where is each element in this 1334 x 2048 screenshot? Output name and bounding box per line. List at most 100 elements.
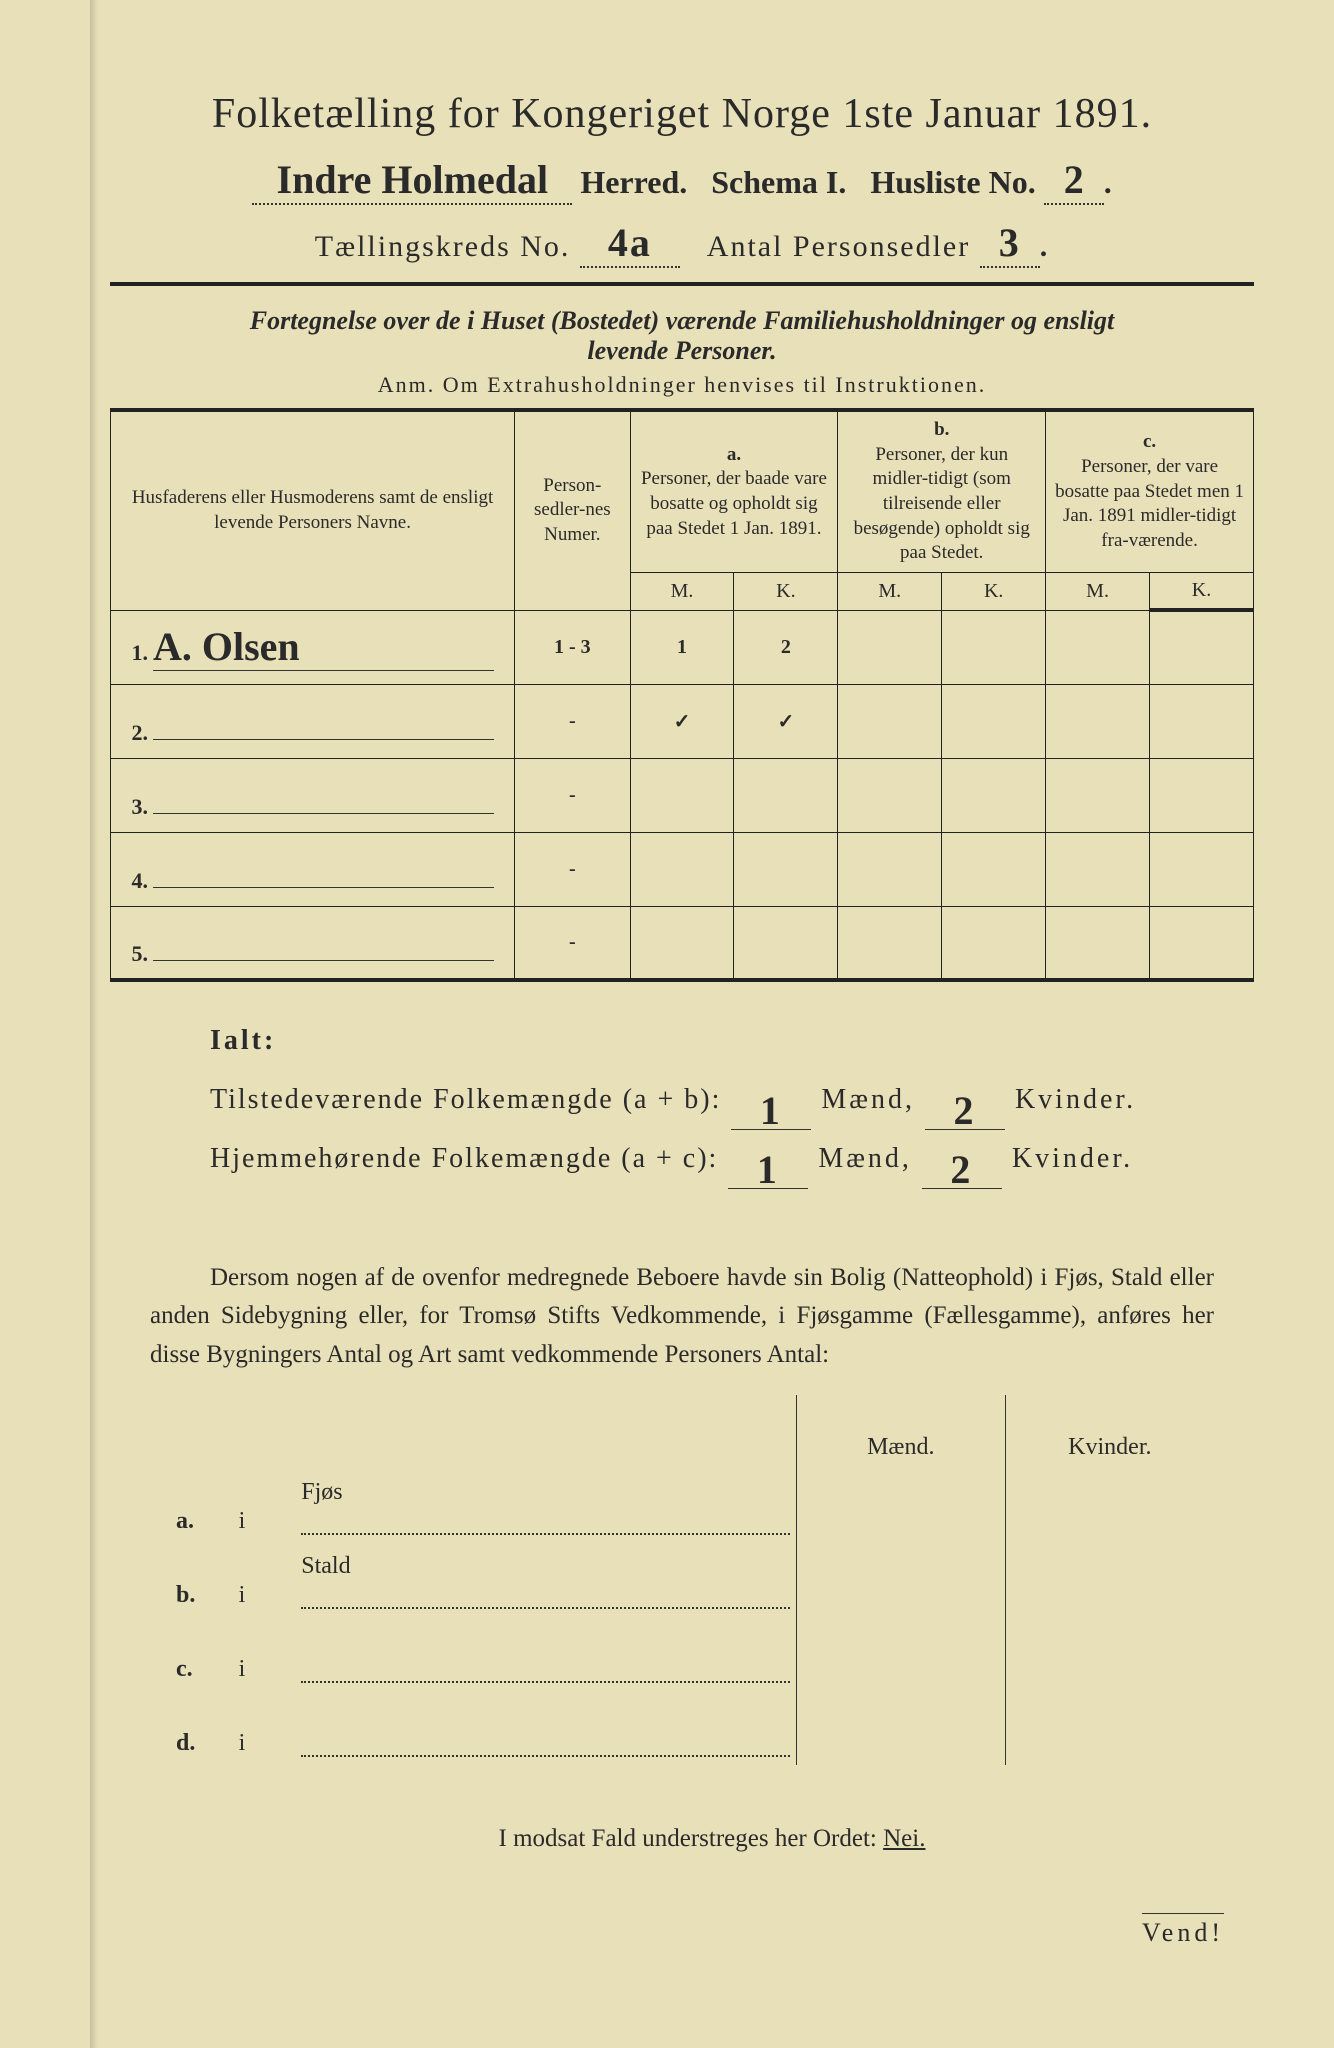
herred-label: Herred. — [580, 164, 687, 200]
tot1-label: Tilstedeværende Folkemængde (a + b): — [210, 1084, 721, 1115]
nei-word: Nei. — [883, 1825, 925, 1852]
building-row: b.iStald — [170, 1543, 1214, 1617]
husliste-label: Husliste No. — [870, 164, 1035, 200]
row-b-k — [942, 684, 1046, 758]
th-b-k: K. — [942, 573, 1046, 611]
census-page: Folketælling for Kongeriget Norge 1ste J… — [0, 0, 1334, 2048]
tot2-label: Hjemmehørende Folkemængde (a + c): — [210, 1143, 718, 1174]
ialt-label: Ialt: — [210, 1012, 1254, 1071]
schema-label: Schema I. — [711, 164, 846, 200]
row-a-k: 2 — [734, 610, 838, 684]
row-num-cell: - — [515, 906, 630, 980]
row-c-k — [1150, 832, 1254, 906]
row-b-m — [838, 906, 942, 980]
subtitle: Fortegnelse over de i Huset (Bostedet) v… — [110, 306, 1254, 366]
row-name-cell: 5. — [111, 906, 515, 980]
row-num-cell: - — [515, 832, 630, 906]
row-name-cell: 4. — [111, 832, 515, 906]
building-row: c.i — [170, 1617, 1214, 1691]
tot2-klbl: Kvinder. — [1012, 1143, 1133, 1174]
row-c-k — [1150, 684, 1254, 758]
row-b-m — [838, 832, 942, 906]
tot1-mlbl: Mænd, — [821, 1084, 915, 1115]
husliste-no: 2 — [1044, 156, 1104, 205]
totals-line-2: Hjemmehørende Folkemængde (a + c): 1 Mæn… — [210, 1130, 1254, 1189]
row-a-k — [734, 758, 838, 832]
row-b-k — [942, 610, 1046, 684]
buildings-block: Mænd. Kvinder. a.iFjøs b.iStald c.i d.i — [170, 1395, 1214, 1765]
bld-k-head: Kvinder. — [1005, 1395, 1214, 1469]
th-b-top: b. Personer, der kun midler-tidigt (som … — [838, 410, 1046, 573]
th-c-top: c. Personer, der vare bosatte paa Stedet… — [1046, 410, 1254, 573]
row-a-m — [630, 906, 734, 980]
th-b-letter: b. — [934, 419, 949, 440]
tot1-k: 2 — [925, 1093, 1005, 1130]
th-c-k: K. — [1150, 573, 1254, 611]
building-row: d.i — [170, 1691, 1214, 1765]
row-b-m — [838, 684, 942, 758]
divider — [110, 282, 1254, 286]
th-a-letter: a. — [727, 444, 741, 465]
header-line-3: Tællingskreds No. 4a Antal Personsedler … — [110, 219, 1254, 268]
nei-line: I modsat Fald understreges her Ordet: Ne… — [110, 1825, 1254, 1853]
subtitle-l2: levende Personer. — [587, 336, 776, 365]
row-b-m — [838, 758, 942, 832]
row-c-m — [1046, 906, 1150, 980]
row-c-k — [1150, 610, 1254, 684]
th-num: Person-sedler-nes Numer. — [515, 410, 630, 610]
table-row: 1. A. Olsen1 - 312 — [111, 610, 1254, 684]
nei-text: I modsat Fald understreges her Ordet: — [499, 1825, 884, 1852]
table-row: 3. - — [111, 758, 1254, 832]
row-b-k — [942, 758, 1046, 832]
row-c-m — [1046, 610, 1150, 684]
spine-shadow — [90, 0, 98, 2048]
row-a-m: ✓ — [630, 684, 734, 758]
header-line-2: Indre Holmedal Herred. Schema I. Huslist… — [110, 156, 1254, 205]
subtitle-l1: Fortegnelse over de i Huset (Bostedet) v… — [250, 306, 1115, 335]
row-a-k: ✓ — [734, 684, 838, 758]
row-b-k — [942, 832, 1046, 906]
th-b-m: M. — [838, 573, 942, 611]
th-c-m: M. — [1046, 573, 1150, 611]
tot1-klbl: Kvinder. — [1015, 1084, 1136, 1115]
row-a-m — [630, 758, 734, 832]
table-row: 2. -✓✓ — [111, 684, 1254, 758]
th-a-m: M. — [630, 573, 734, 611]
th-a-k: K. — [734, 573, 838, 611]
kreds-label: Tællingskreds No. — [315, 230, 571, 263]
kreds-no: 4a — [580, 219, 680, 268]
row-name-cell: 3. — [111, 758, 515, 832]
row-num-cell: - — [515, 758, 630, 832]
row-c-m — [1046, 684, 1150, 758]
row-num-cell: - — [515, 684, 630, 758]
th-c-letter: c. — [1143, 431, 1156, 452]
row-b-m — [838, 610, 942, 684]
totals-block: Ialt: Tilstedeværende Folkemængde (a + b… — [210, 1012, 1254, 1188]
page-title: Folketælling for Kongeriget Norge 1ste J… — [110, 90, 1254, 138]
tot2-mlbl: Mænd, — [818, 1143, 912, 1174]
anm-note: Anm. Om Extrahusholdninger henvises til … — [110, 372, 1254, 398]
row-name-cell: 1. A. Olsen — [111, 610, 515, 684]
row-c-m — [1046, 758, 1150, 832]
census-table: Husfaderens eller Husmoderens samt de en… — [110, 408, 1254, 982]
tot2-k: 2 — [922, 1152, 1002, 1189]
table-row: 4. - — [111, 832, 1254, 906]
th-a-top: a. Personer, der baade vare bosatte og o… — [630, 410, 838, 573]
bld-m-head: Mænd. — [796, 1395, 1005, 1469]
vend-label: Vend! — [1142, 1913, 1224, 1948]
row-a-k — [734, 906, 838, 980]
tot2-m: 1 — [728, 1152, 808, 1189]
row-name-cell: 2. — [111, 684, 515, 758]
building-paragraph: Dersom nogen af de ovenfor medregnede Be… — [150, 1259, 1214, 1375]
antal-value: 3 — [980, 219, 1040, 268]
row-num-cell: 1 - 3 — [515, 610, 630, 684]
antal-label: Antal Personsedler — [707, 230, 970, 263]
row-c-k — [1150, 906, 1254, 980]
totals-line-1: Tilstedeværende Folkemængde (a + b): 1 M… — [210, 1071, 1254, 1130]
th-c-text: Personer, der vare bosatte paa Stedet me… — [1055, 456, 1244, 551]
herred-name-hand: Indre Holmedal — [252, 156, 572, 205]
row-a-m — [630, 832, 734, 906]
th-name-text: Husfaderens eller Husmoderens samt de en… — [132, 487, 493, 533]
tot1-m: 1 — [731, 1093, 811, 1130]
row-c-m — [1046, 832, 1150, 906]
